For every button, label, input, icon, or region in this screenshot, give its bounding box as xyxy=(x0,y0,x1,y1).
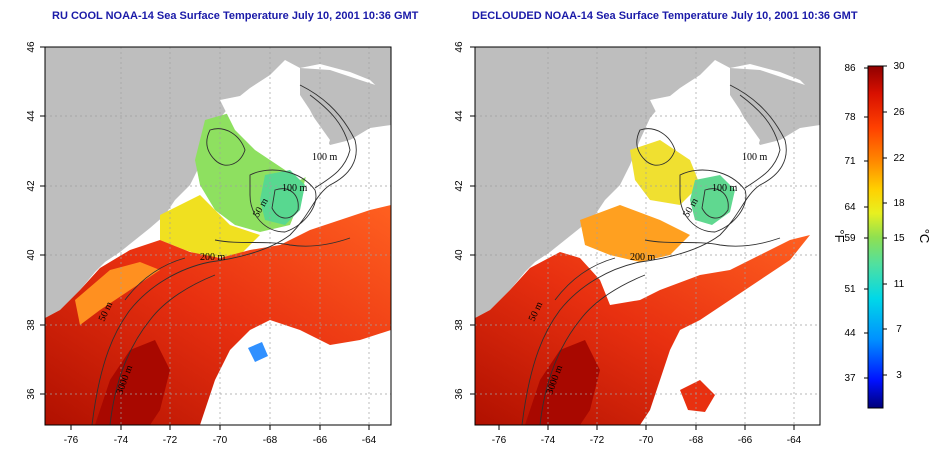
colorbar-f-tick: 71 xyxy=(844,156,856,167)
contour-label-100m-a: 100 m xyxy=(742,152,768,163)
right-lon-tick-label: -72 xyxy=(590,435,605,446)
left-lat-tick-label: 36 xyxy=(26,388,37,400)
right-lon-tick-label: -68 xyxy=(689,435,704,446)
left-bathymetry-contours xyxy=(91,84,357,425)
right-graticule xyxy=(475,47,820,425)
sst-yellow-band xyxy=(630,140,700,205)
right-lon-tick-label: -74 xyxy=(541,435,556,446)
left-lon-ticks xyxy=(70,425,370,430)
left-map-title: RU COOL NOAA-14 Sea Surface Temperature … xyxy=(52,10,419,22)
right-lon-tick-label: -76 xyxy=(492,435,507,446)
celsius-unit-label: °C xyxy=(917,229,932,244)
sst-orange-band xyxy=(580,205,690,262)
left-lat-tick-label: 46 xyxy=(26,41,37,53)
left-lat-tick-label: 40 xyxy=(26,249,37,261)
left-graticule xyxy=(45,47,391,425)
left-lon-tick-label: -76 xyxy=(64,435,79,446)
sst-blue-patch xyxy=(248,342,268,362)
colorbar-f-tick: 78 xyxy=(844,112,856,123)
colorbar-c-tick: 18 xyxy=(893,198,905,209)
sst-georges-bank xyxy=(690,175,735,225)
left-lat-tick-label: 42 xyxy=(26,180,37,192)
colorbar-c-tick: 26 xyxy=(893,107,905,118)
colorbar-c-tick: 30 xyxy=(893,61,905,72)
colorbar-f-tick: 44 xyxy=(844,328,856,339)
left-lon-tick-label: -70 xyxy=(213,435,228,446)
right-lat-tick-label: 38 xyxy=(454,319,465,331)
right-map-title: DECLOUDED NOAA-14 Sea Surface Temperatur… xyxy=(472,10,858,22)
contour-label-100m-a: 100 m xyxy=(312,152,338,163)
right-lon-tick-label: -66 xyxy=(738,435,753,446)
fahrenheit-unit-label: °F xyxy=(832,229,847,242)
right-lat-tick-label: 42 xyxy=(454,180,465,192)
colorbar-f-tick: 59 xyxy=(844,233,856,244)
sst-red-patch xyxy=(680,380,715,412)
left-lon-tick-label: -66 xyxy=(313,435,328,446)
right-lat-tick-label: 46 xyxy=(454,41,465,53)
right-lat-ticks xyxy=(470,46,475,395)
left-lon-tick-label: -74 xyxy=(114,435,129,446)
left-lon-tick-label: -68 xyxy=(263,435,278,446)
left-lon-tick-label: -72 xyxy=(163,435,178,446)
colorbar-c-tick: 7 xyxy=(896,324,902,335)
colorbar-c-tick: 3 xyxy=(896,370,902,381)
contour-label-100m-b: 100 m xyxy=(282,183,308,194)
left-lat-tick-label: 38 xyxy=(26,319,37,331)
land-mass xyxy=(45,47,391,318)
colorbar-f-tick: 86 xyxy=(844,63,856,74)
sst-deep-red xyxy=(525,340,600,425)
sst-orange-patch xyxy=(75,262,160,325)
left-map-panel: 100 m 100 m 50 m 200 m 50 m 3000 m xyxy=(45,47,391,425)
land-nova-scotia xyxy=(730,68,820,145)
sst-gulf-maine xyxy=(220,90,330,180)
colorbar xyxy=(867,65,884,409)
colorbar-ticks xyxy=(864,65,887,379)
colorbar-c-tick: 22 xyxy=(893,153,905,164)
right-lon-tick-label: -64 xyxy=(787,435,802,446)
left-lat-tick-label: 44 xyxy=(26,110,37,122)
land-nova-scotia xyxy=(300,68,391,145)
left-lon-tick-label: -64 xyxy=(362,435,377,446)
right-bathymetry-contours xyxy=(521,84,787,425)
right-lat-tick-label: 36 xyxy=(454,388,465,400)
colorbar-c-tick: 15 xyxy=(893,233,905,244)
right-lat-tick-label: 44 xyxy=(454,110,465,122)
colorbar-c-tick: 11 xyxy=(894,279,905,290)
left-lat-ticks xyxy=(40,46,45,395)
contour-label-200m: 200 m xyxy=(200,252,226,263)
right-lon-tick-label: -70 xyxy=(639,435,654,446)
contour-label-100m-b: 100 m xyxy=(712,183,738,194)
right-map-frame xyxy=(474,46,821,426)
sst-georges-bank xyxy=(260,170,305,225)
colorbar-f-tick: 37 xyxy=(844,373,856,384)
right-map-panel: 100 m 100 m 50 m 200 m 50 m 3000 m xyxy=(475,47,820,425)
left-map-frame xyxy=(44,46,392,426)
land-mass xyxy=(475,47,820,318)
sst-deep-red xyxy=(95,340,170,425)
sst-gulf-maine xyxy=(650,90,760,180)
right-lat-tick-label: 40 xyxy=(454,249,465,261)
contour-label-200m: 200 m xyxy=(630,252,656,263)
colorbar-f-tick: 64 xyxy=(844,202,856,213)
colorbar-f-tick: 51 xyxy=(844,284,856,295)
right-lon-ticks xyxy=(498,425,795,430)
